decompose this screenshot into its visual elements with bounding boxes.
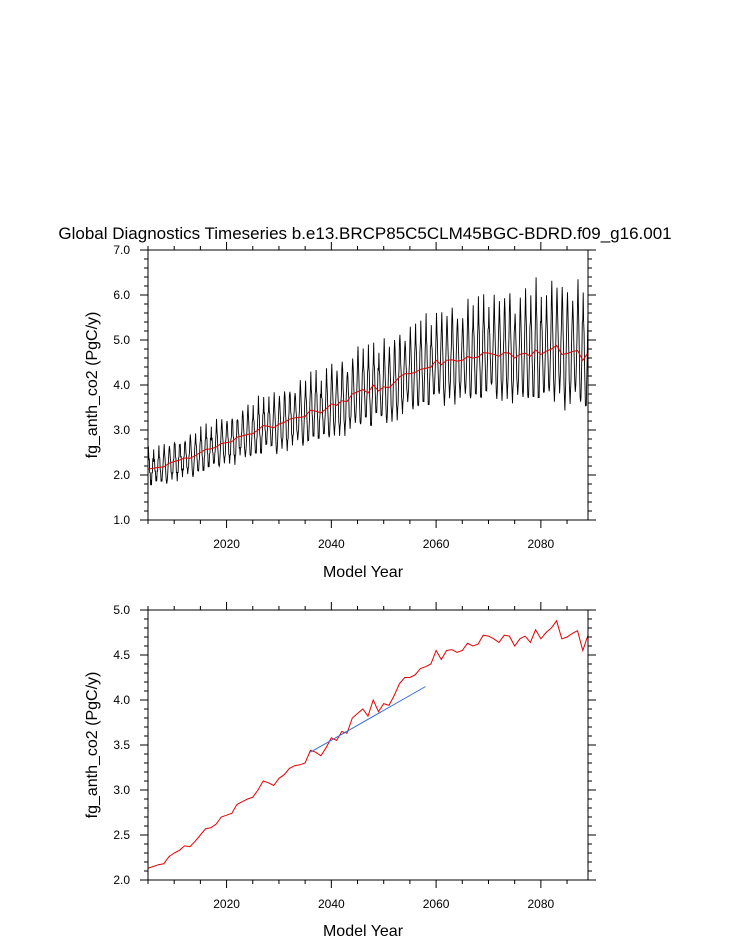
bottom-x-tick-label: 2020 (213, 897, 240, 911)
bottom-x-tick-label: 2080 (528, 897, 555, 911)
top-panel: 2020 2040 2060 2080 1.0 2.0 3.0 4.0 5.0 6.0 7.0 Mo… (84, 242, 596, 581)
top-x-tick-label: 2020 (213, 537, 240, 551)
bottom-series-trend (310, 686, 426, 753)
top-y-axis-label: fg_anth_co2 (PgC/y) (84, 312, 101, 459)
bottom-series-annual-mean (148, 619, 588, 869)
bottom-y-tick-label: 4.5 (113, 648, 130, 662)
bottom-plot-frame (147, 609, 589, 881)
top-y-tick-label: 2.0 (113, 468, 130, 482)
bottom-y-tick-label: 2.0 (113, 873, 130, 887)
top-y-tick-label: 7.0 (113, 243, 130, 257)
top-x-tick-label: 2040 (318, 537, 345, 551)
top-plot-series (148, 277, 588, 486)
top-x-tick-label: 2060 (423, 537, 450, 551)
top-y-tick-label: 5.0 (113, 333, 130, 347)
top-x-axis-label: Model Year (323, 564, 404, 581)
top-plot-axes (140, 242, 596, 528)
bottom-y-tick-label: 5.0 (113, 603, 130, 617)
bottom-x-axis-label: Model Year (323, 923, 404, 940)
bottom-y-tick-label: 3.5 (113, 738, 130, 752)
top-plot-ticks: 2020 2040 2060 2080 1.0 2.0 3.0 4.0 5.0 6.0 7.0 (113, 243, 554, 551)
top-series-monthly (148, 277, 588, 486)
top-series-annual-mean (148, 344, 588, 470)
figure-title: Global Diagnostics Timeseries b.e13.BRCP… (58, 224, 671, 243)
bottom-y-tick-label: 2.5 (113, 828, 130, 842)
bottom-plot-series (148, 619, 588, 869)
top-y-tick-label: 3.0 (113, 423, 130, 437)
top-y-tick-label: 1.0 (113, 513, 130, 527)
top-x-tick-label: 2080 (528, 537, 555, 551)
bottom-x-tick-label: 2040 (318, 897, 345, 911)
bottom-panel: 2020 2040 2060 2080 2.0 2.5 3.0 3.5 4.0 4.5 5.0 Mo… (84, 602, 596, 940)
bottom-x-tick-label: 2060 (423, 897, 450, 911)
top-y-tick-label: 4.0 (113, 378, 130, 392)
bottom-plot-ticks: 2020 2040 2060 2080 2.0 2.5 3.0 3.5 4.0 4.5 5.0 (113, 603, 554, 911)
bottom-y-tick-label: 3.0 (113, 783, 130, 797)
bottom-plot-axes (140, 602, 596, 888)
bottom-y-tick-label: 4.0 (113, 693, 130, 707)
top-y-tick-label: 6.0 (113, 288, 130, 302)
bottom-y-axis-label: fg_anth_co2 (PgC/y) (84, 672, 101, 819)
